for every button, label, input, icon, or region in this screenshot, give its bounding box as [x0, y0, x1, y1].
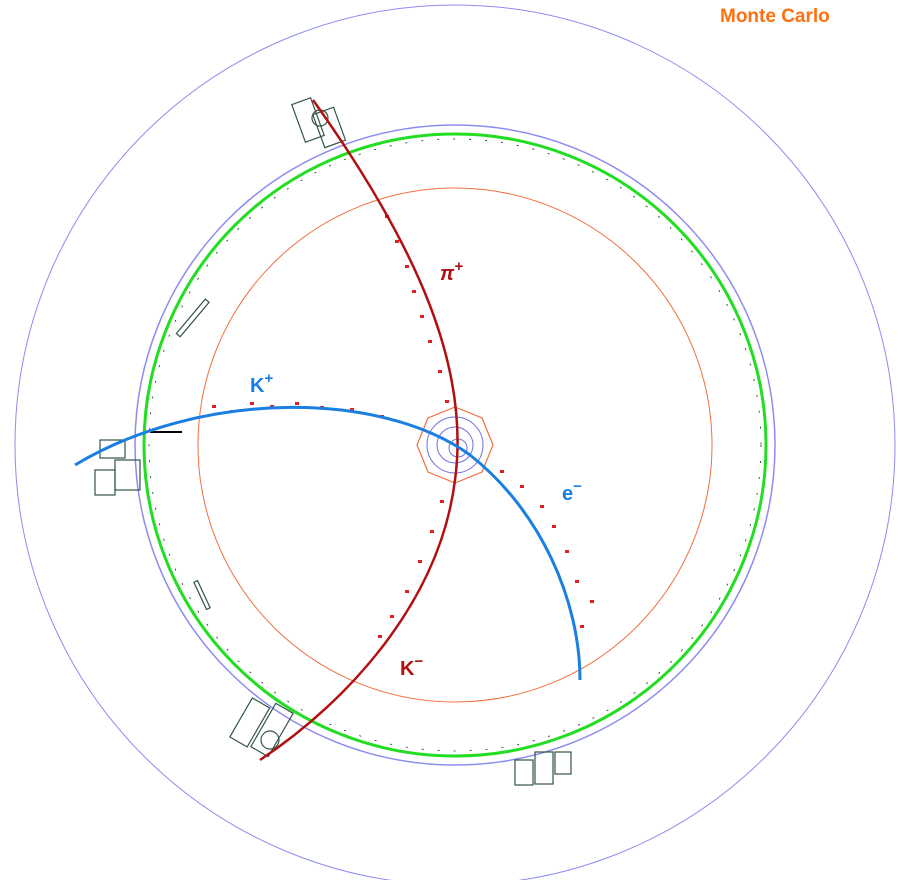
particle: K — [250, 375, 265, 397]
track-label: e− — [562, 478, 582, 505]
track-pi-k-minus — [259, 99, 459, 762]
track-hits — [212, 215, 594, 638]
particle: π — [440, 263, 455, 285]
track-label: K− — [400, 653, 423, 680]
beam-pipe-inner — [436, 426, 474, 464]
calorimeter-boundary — [134, 124, 776, 766]
track-label: π+ — [440, 258, 463, 285]
charge: + — [454, 258, 463, 275]
charge: − — [573, 478, 582, 495]
charge: + — [264, 370, 273, 387]
tof-hits — [148, 138, 762, 752]
calorimeter-clusters — [94, 97, 572, 786]
track-label: K+ — [250, 370, 273, 397]
drift-chamber-layer — [197, 187, 713, 703]
track-k-plus-e-minus — [74, 405, 582, 681]
outer-detector — [14, 4, 896, 880]
title: Monte Carlo — [720, 6, 830, 27]
tof-ring — [142, 132, 768, 758]
particle: K — [400, 658, 415, 680]
charge: − — [414, 653, 423, 670]
particle: e — [562, 483, 573, 505]
